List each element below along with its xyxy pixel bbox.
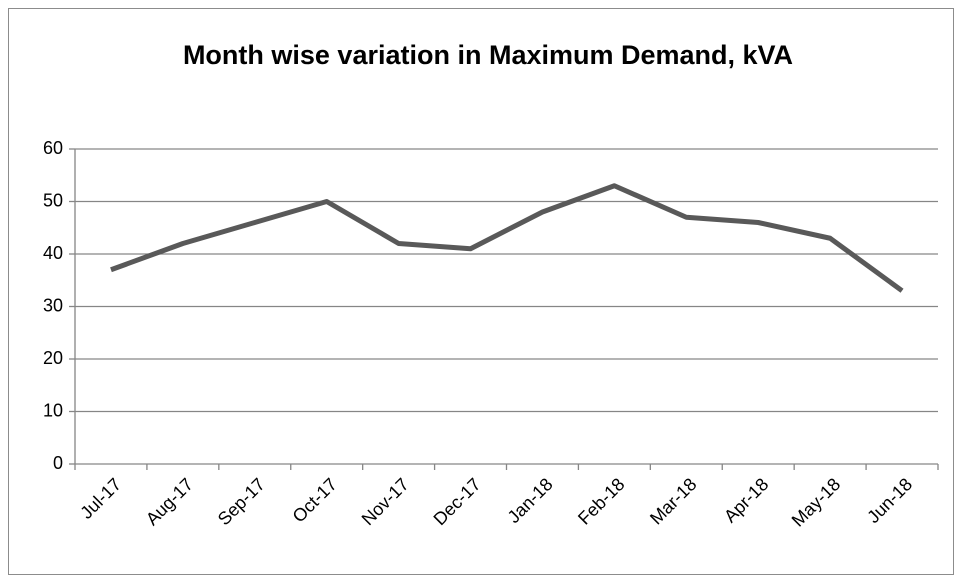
x-tick-label: May-18 (788, 474, 845, 531)
y-tick-label: 30 (43, 295, 63, 315)
y-tick-label: 40 (43, 243, 63, 263)
x-tick-label: Sep-17 (214, 474, 269, 529)
x-tick-label: Jul-17 (76, 474, 125, 523)
y-tick-label: 10 (43, 400, 63, 420)
x-tick-label: Aug-17 (142, 474, 197, 529)
x-tick-label: Nov-17 (358, 474, 413, 529)
y-tick-label: 0 (53, 453, 63, 473)
x-tick-label: Oct-17 (289, 474, 341, 526)
x-tick-label: Mar-18 (646, 474, 700, 528)
y-tick-label: 20 (43, 348, 63, 368)
x-tick-label: Dec-17 (430, 474, 485, 529)
x-tick-label: Jun-18 (863, 474, 916, 527)
chart-frame (8, 8, 954, 575)
x-tick-label: Apr-18 (720, 474, 772, 526)
data-line (110, 183, 904, 293)
y-tick-label: 60 (43, 138, 63, 158)
x-tick-label: Jan-18 (504, 474, 557, 527)
y-tick-label: 50 (43, 190, 63, 210)
chart-title: Month wise variation in Maximum Demand, … (182, 40, 794, 70)
x-tick-label: Feb-18 (574, 474, 628, 528)
